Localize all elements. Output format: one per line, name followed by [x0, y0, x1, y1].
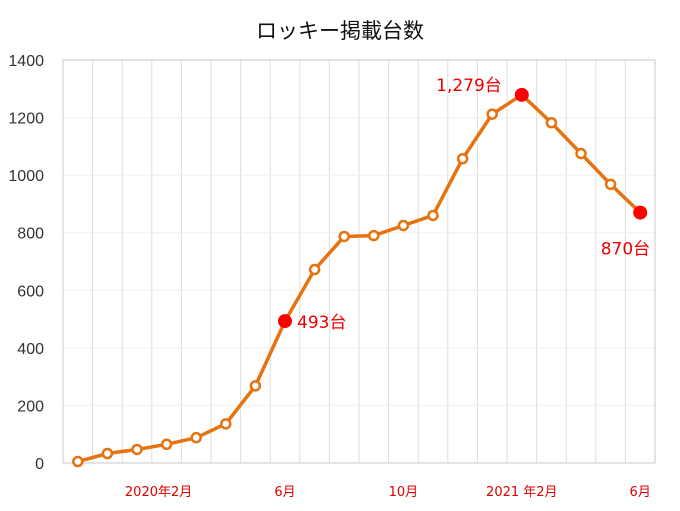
x-tick-label: 10月 [389, 485, 419, 500]
data-point [220, 418, 232, 430]
chart-title: ロッキー掲載台数 [256, 19, 424, 43]
data-point [575, 147, 587, 160]
y-tick-label: 1400 [8, 53, 44, 70]
x-tick-label: 6月 [630, 485, 651, 500]
data-point [545, 117, 558, 129]
y-tick-label: 600 [17, 283, 44, 300]
y-tick-label: 200 [17, 398, 44, 415]
data-point [368, 229, 380, 242]
data-point [486, 108, 498, 120]
x-tick-label: 6月 [274, 485, 295, 500]
highlight-point [278, 314, 292, 329]
data-point [190, 431, 202, 444]
data-point [160, 438, 173, 451]
data-point [308, 263, 321, 276]
y-tick-label: 400 [17, 341, 44, 358]
x-tick-label: 2020年2月 [125, 485, 192, 500]
y-tick-label: 0 [35, 456, 44, 473]
plot-frame [62, 59, 656, 464]
data-label: 1,279台 [436, 76, 502, 96]
data-point [72, 455, 84, 468]
highlight-point [633, 205, 648, 220]
data-point [249, 380, 262, 392]
data-point [338, 230, 350, 243]
data-point [427, 209, 439, 222]
data-label: 870台 [601, 240, 650, 260]
data-point [101, 447, 114, 460]
data-label: 493台 [297, 313, 346, 333]
data-point [131, 443, 143, 456]
y-tick-label: 1200 [8, 111, 44, 128]
y-tick-label: 800 [17, 226, 44, 243]
data-point [604, 178, 617, 191]
data-point [397, 219, 410, 232]
y-tick-label: 1000 [8, 168, 44, 185]
highlight-point [514, 87, 529, 102]
x-tick-label: 2021 年2月 [486, 485, 558, 500]
data-point [456, 152, 469, 165]
